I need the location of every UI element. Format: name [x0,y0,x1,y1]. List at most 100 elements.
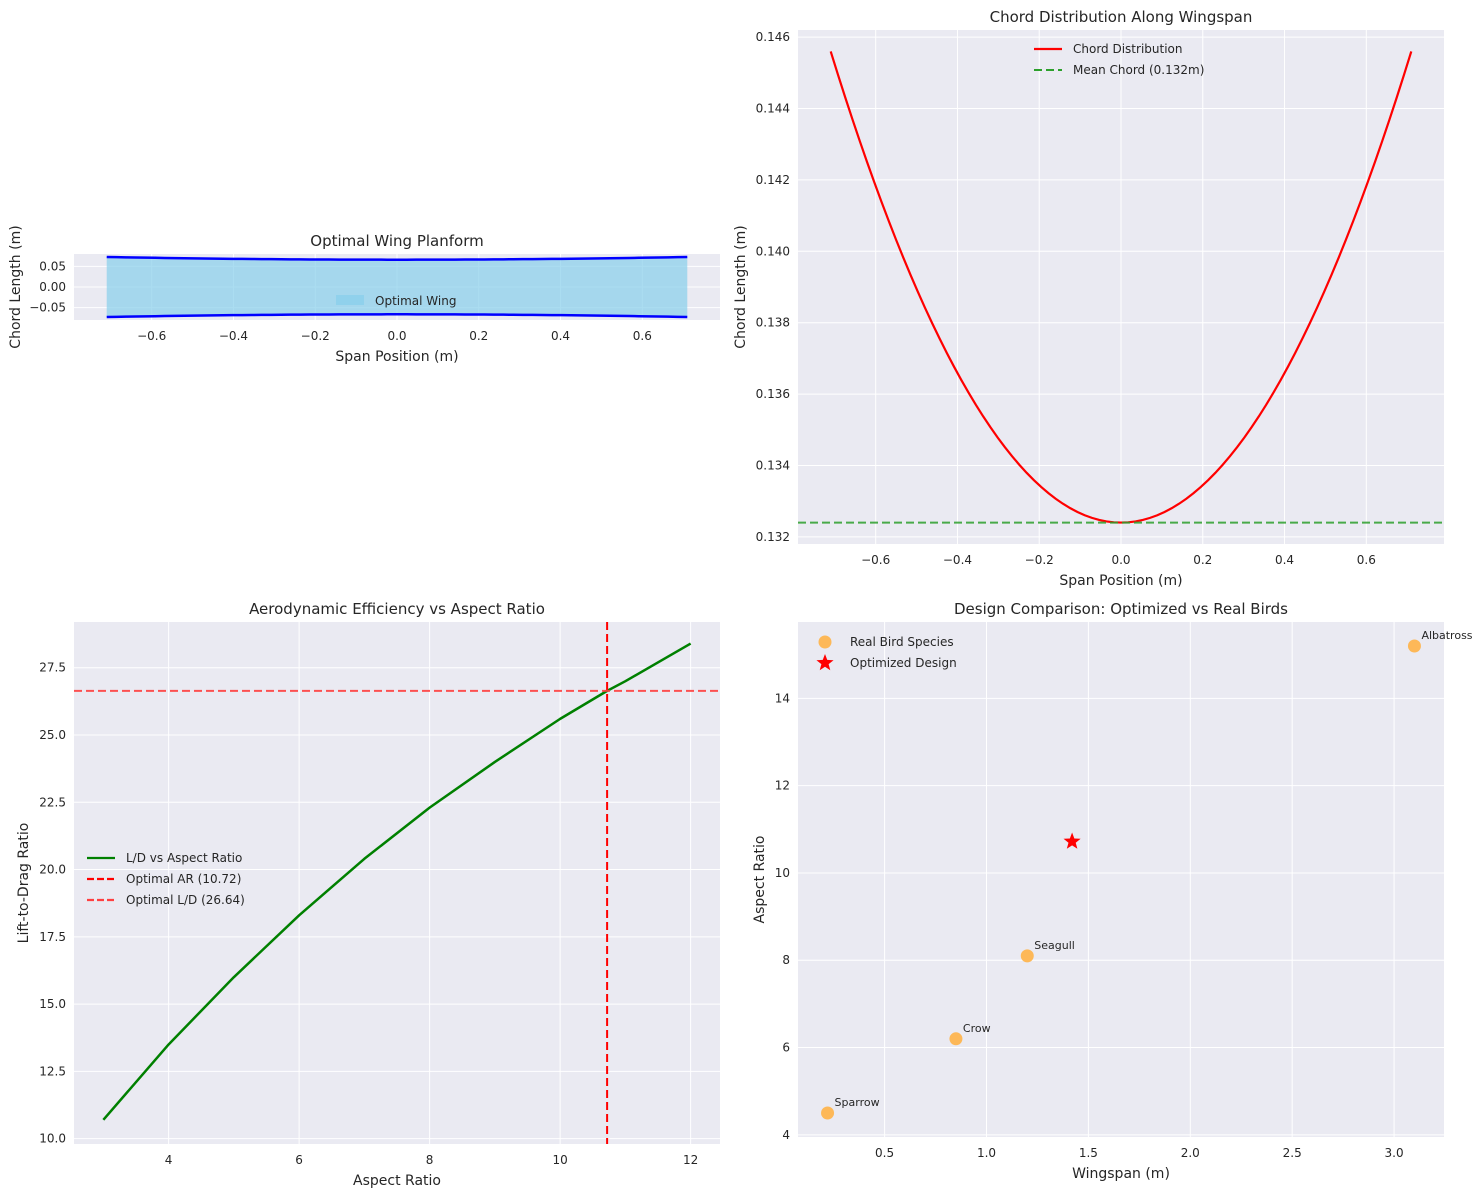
legend-label: Real Bird Species [850,635,954,649]
bird-point [949,1032,963,1046]
x-tick-label: 4 [165,1153,173,1167]
y-tick-label: 25.0 [39,728,66,742]
plot-background [74,622,720,1144]
y-tick-label: 10.0 [39,1132,66,1146]
y-tick-label: 6 [782,1041,790,1055]
y-tick-label: 0.136 [756,387,790,401]
y-tick-label: −0.05 [29,301,66,315]
axes-chord: −0.6 −0.4 −0.2 0.0 0.2 0.4 0.6 0.132 0.134 0.136 0… [733,8,1444,589]
x-axis-label: Span Position (m) [335,349,458,365]
y-tick-label: 17.5 [39,930,66,944]
plot-area [798,51,1444,524]
y-tick-label: 0.142 [756,173,790,187]
x-tick-label: 0.6 [1357,553,1376,567]
x-tick-label: 0.2 [1193,553,1212,567]
plot-area [106,255,688,319]
legend-label: Optimized Design [850,656,957,670]
y-tick-label: 14 [775,691,790,705]
x-axis-label: Wingspan (m) [1072,1166,1170,1182]
legend-label: Optimal AR (10.72) [126,872,241,886]
x-tick-label: 0.0 [1111,553,1130,567]
axes-planform: −0.6 −0.4 −0.2 0.0 0.2 0.4 0.6 0.05 0.00 −0.05 Opt… [8,225,720,365]
x-tick-label: 3.0 [1385,1146,1404,1160]
legend: Real Bird Species Optimized Design [816,635,957,671]
optimized-design-point [1063,832,1081,849]
y-tick-label: 0.00 [39,280,66,294]
chart-title: Design Comparison: Optimized vs Real Bir… [954,600,1288,618]
x-tick-label: 0.2 [469,329,488,343]
y-tick-label: 10 [775,866,790,880]
chart-title: Chord Distribution Along Wingspan [990,8,1253,26]
x-tick-label: 0.0 [387,329,406,343]
y-tick-label: 0.134 [756,458,790,472]
plot-background [798,622,1444,1137]
legend-label: Optimal L/D (26.64) [126,893,245,907]
x-tick-label: 12 [683,1153,698,1167]
y-tick-label: 0.132 [756,530,790,544]
y-tick-label: 12.5 [39,1064,66,1078]
legend: L/D vs Aspect Ratio Optimal AR (10.72) Opt… [87,851,245,907]
ld-curve [102,642,692,1121]
x-tick-label: 0.5 [875,1146,894,1160]
x-axis-label: Aspect Ratio [353,1173,441,1189]
legend-swatch [816,654,834,671]
y-axis-label: Aspect Ratio [752,836,768,924]
bird-annotation: Albatross [1421,629,1472,642]
x-tick-label: 0.4 [1275,553,1294,567]
wing-fill [106,256,688,318]
y-axis-label: Chord Length (m) [733,225,749,348]
bird-point [821,1106,835,1120]
y-tick-label: 0.146 [756,30,790,44]
legend: Optimal Wing [336,294,456,308]
bird-point [1020,949,1034,963]
y-tick-label: 0.138 [756,316,790,330]
legend-label: Optimal Wing [375,294,456,308]
legend-label: L/D vs Aspect Ratio [126,851,242,865]
y-tick-label: 8 [782,953,790,967]
x-tick-label: 1.0 [977,1146,996,1160]
chord-distribution-line [829,51,1413,524]
x-tick-label: −0.2 [1025,553,1054,567]
legend-label: Chord Distribution [1073,42,1183,56]
y-tick-label: 0.05 [39,259,66,273]
bird-annotation: Seagull [1034,939,1075,952]
trailing-edge-line [106,313,688,319]
chart-title: Aerodynamic Efficiency vs Aspect Ratio [249,600,545,618]
x-tick-label: 8 [426,1153,434,1167]
x-tick-label: 10 [552,1153,567,1167]
axes-compare: 0.5 1.0 1.5 2.0 2.5 3.0 4 6 8 10 12 14 Design Compar… [752,600,1473,1182]
x-tick-label: 2.5 [1283,1146,1302,1160]
axes-ld: 4 6 8 10 12 10.0 12.5 15.0 17.5 20.0 22.5 25.0 27.5 A… [16,600,720,1189]
chart-title: Optimal Wing Planform [310,232,483,250]
x-tick-label: −0.6 [861,553,890,567]
y-tick-label: 4 [782,1128,790,1142]
y-axis-label: Chord Length (m) [8,225,24,348]
legend-label: Mean Chord (0.132m) [1073,63,1204,77]
x-tick-label: 6 [295,1153,303,1167]
leading-edge-line [106,255,688,261]
x-tick-label: 0.6 [633,329,652,343]
x-axis-label: Span Position (m) [1059,573,1182,589]
x-tick-label: 2.0 [1181,1146,1200,1160]
x-tick-label: −0.6 [137,329,166,343]
y-tick-label: 22.5 [39,795,66,809]
x-tick-label: 0.4 [551,329,570,343]
legend-swatch [336,295,364,305]
legend: Chord Distribution Mean Chord (0.132m) [1034,42,1204,77]
y-tick-label: 15.0 [39,997,66,1011]
y-tick-label: 0.140 [756,244,790,258]
y-tick-label: 0.144 [756,102,790,116]
x-tick-label: −0.2 [301,329,330,343]
x-tick-label: 1.5 [1079,1146,1098,1160]
x-tick-label: −0.4 [219,329,248,343]
x-tick-label: −0.4 [943,553,972,567]
bird-annotation: Sparrow [835,1096,880,1109]
legend-swatch [818,635,832,649]
y-axis-label: Lift-to-Drag Ratio [16,823,32,944]
plot-area [74,622,720,1144]
bird-annotation: Crow [963,1022,991,1035]
y-tick-label: 12 [775,779,790,793]
bird-point [1407,639,1421,653]
y-tick-label: 20.0 [39,863,66,877]
